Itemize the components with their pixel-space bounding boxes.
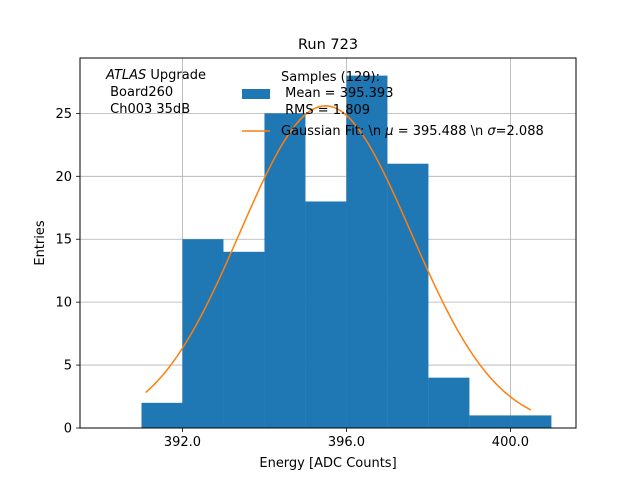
histogram-bar [510,415,552,428]
annotation-channel: Ch003 35dB [106,102,190,117]
x-tick-label: 396.0 [328,435,365,450]
gaussian-fit-layer [145,105,532,411]
legend-samples-mean: Mean = 395.393 [281,86,393,101]
histogram-bar [346,75,388,428]
annotation-line-1: ATLAS Upgrade [105,68,206,83]
annotation-board: Board260 [106,85,173,100]
legend-fit-mu-value: = 395.488 \n [394,124,488,139]
y-tick-label: 5 [64,359,72,374]
y-tick-label: 10 [55,296,72,311]
x-tick-label: 400.0 [492,435,529,450]
gaussian-fit-curve [145,105,532,411]
annotation-experiment: ATLAS [105,68,146,83]
legend-fit-sigma-value: =2.088 [496,124,544,139]
y-tick-label: 15 [55,233,72,248]
x-axis-label: Energy [ADC Counts] [259,456,396,471]
histogram-bar [305,201,347,428]
x-tick-label: 392.0 [164,435,201,450]
histogram-bar [223,251,265,428]
legend-samples-rms: RMS = 1.809 [281,103,370,118]
axis-ticks: 392.0 396.0 400.0 0 5 10 15 20 25 [55,107,529,450]
legend-fit-prefix: Gaussian Fit: \n [281,124,385,139]
chart-title: Run 723 [298,37,358,53]
histogram-bar [469,415,511,428]
annotation-experiment-suffix: Upgrade [146,68,206,83]
histogram-bar [141,402,183,428]
legend-fit-sigma-symbol: σ [487,124,496,139]
atlas-annotation: ATLAS Upgrade Board260 Ch003 35dB [105,68,206,117]
y-tick-label: 25 [55,107,72,122]
y-tick-label: 20 [55,170,72,185]
histogram-bar [264,113,306,429]
histogram-bars [141,75,552,429]
histogram-bar [387,163,429,428]
y-axis-label: Entries [33,220,48,266]
axes-frame [79,57,577,429]
histogram-bar [428,377,470,428]
legend-samples-count: Samples (129): [281,70,380,85]
y-tick-label: 0 [64,422,72,437]
legend: Samples (129): Mean = 395.393 RMS = 1.80… [242,70,544,139]
histogram-bar [182,239,224,428]
legend-samples-swatch [242,89,270,99]
legend-fit-mu-symbol: μ [384,124,393,139]
legend-fit-label: Gaussian Fit: \n μ = 395.488 \n σ=2.088 [281,124,544,139]
